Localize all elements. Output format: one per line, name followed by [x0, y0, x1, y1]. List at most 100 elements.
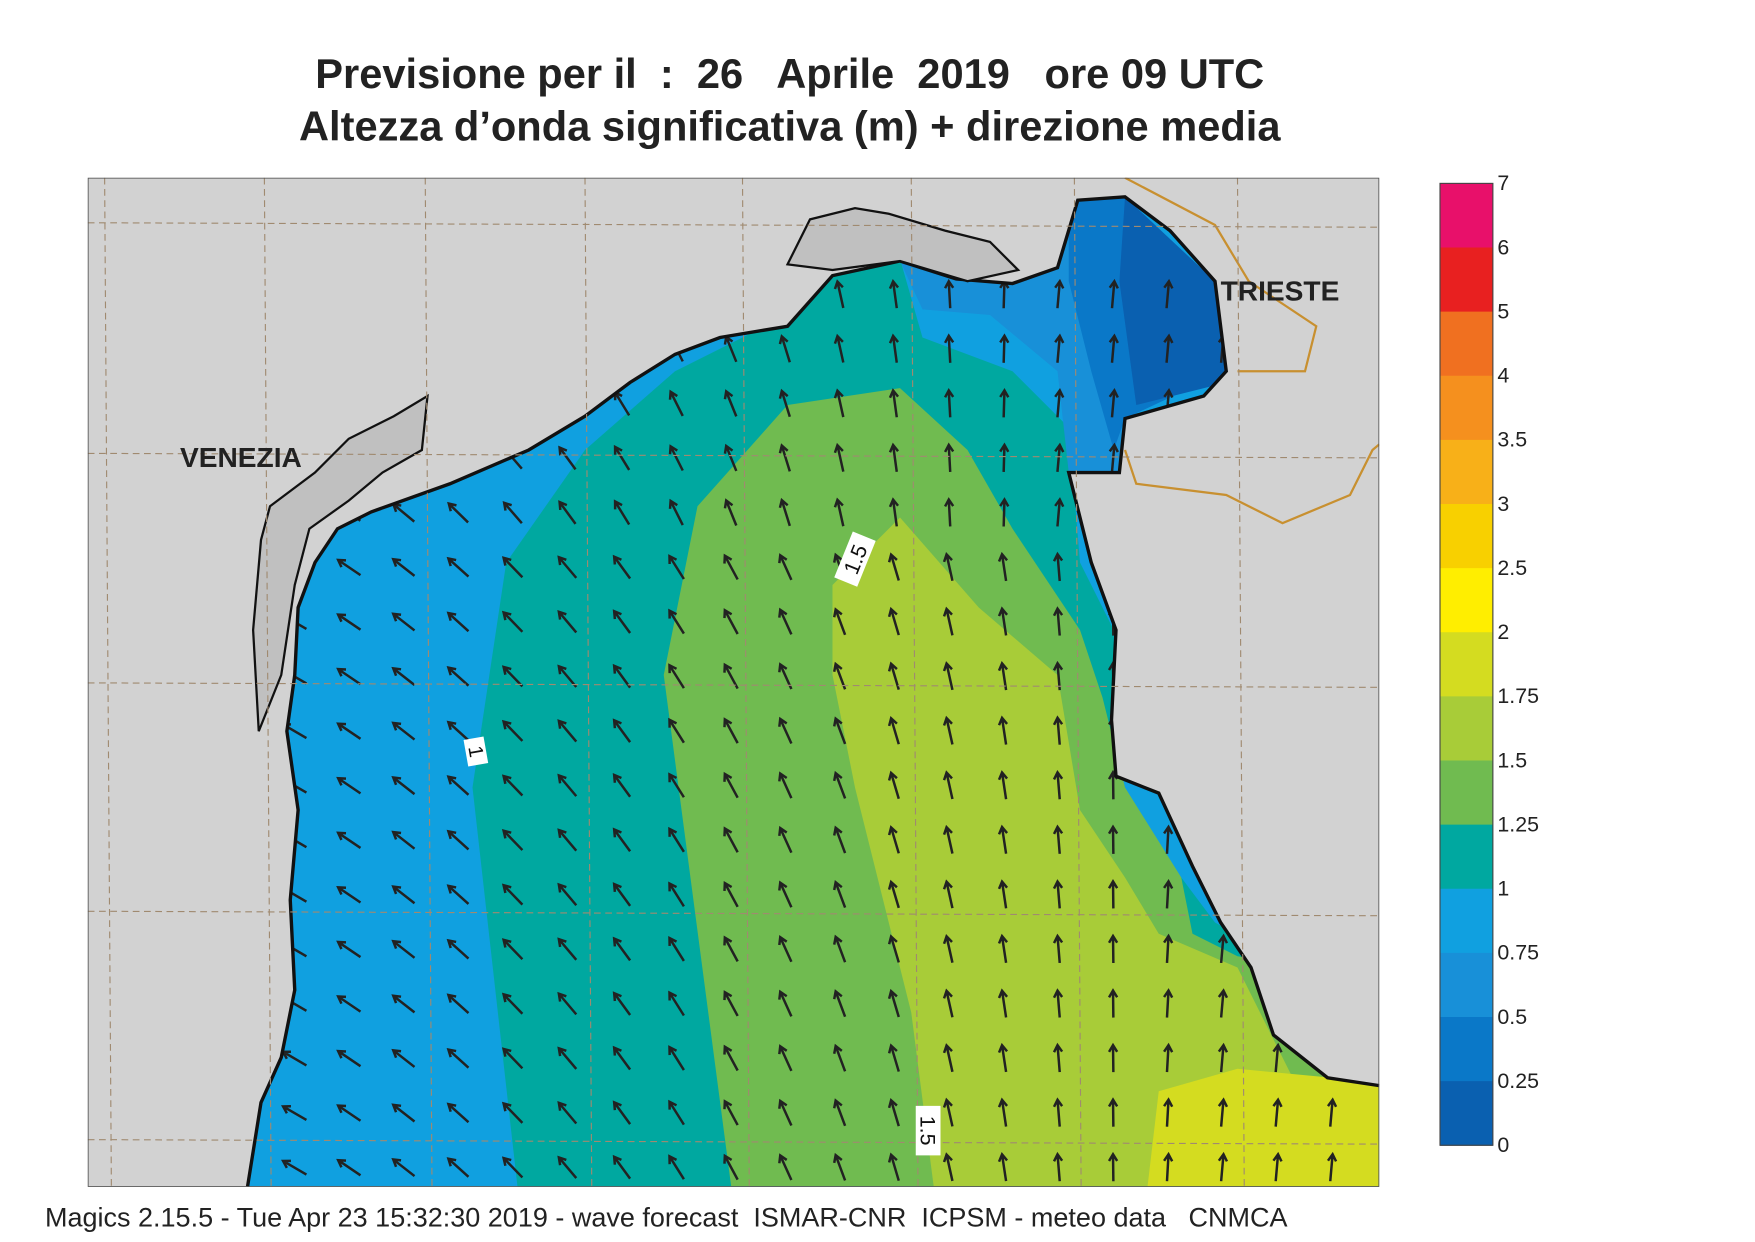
arrow — [1052, 1151, 1064, 1182]
arrow — [997, 770, 1009, 800]
arrow — [723, 553, 739, 581]
map: VENEZIA TRIESTE 1.5 1 1.5 — [87, 177, 1380, 1187]
arrow — [557, 1101, 578, 1125]
colorbar-swatch — [1440, 696, 1493, 762]
arrow — [668, 389, 684, 417]
arrow — [1108, 333, 1119, 363]
arrow — [997, 1097, 1009, 1127]
band — [832, 517, 1380, 1187]
arrow — [612, 609, 632, 634]
arrow — [557, 882, 578, 907]
arrow — [778, 1153, 793, 1181]
arrow — [1108, 278, 1119, 309]
arrow — [557, 719, 578, 743]
arrow — [832, 770, 847, 799]
arrow — [997, 715, 1009, 745]
arrow — [1163, 278, 1174, 309]
arrow — [888, 278, 900, 309]
arrow — [501, 1101, 524, 1124]
arrow — [336, 667, 362, 686]
arrow — [778, 716, 793, 745]
arrow — [1107, 1151, 1119, 1182]
arrow — [997, 1152, 1009, 1182]
arrow — [942, 606, 954, 636]
arrow — [832, 1152, 847, 1181]
arrow — [668, 608, 685, 635]
arrow — [1107, 1097, 1119, 1127]
arrow — [446, 1102, 470, 1124]
arrow — [942, 879, 954, 909]
arrow — [887, 934, 900, 963]
arrow — [723, 935, 739, 962]
arrow — [943, 278, 955, 309]
arrow — [778, 825, 793, 854]
arrow — [997, 933, 1009, 964]
arrow — [1163, 933, 1174, 964]
colorbar-swatch — [1440, 375, 1493, 441]
arrow — [336, 1104, 362, 1122]
arrow — [446, 556, 470, 578]
arrow — [446, 720, 470, 742]
arrow — [942, 1152, 954, 1182]
arrow — [613, 499, 631, 526]
arrow — [1326, 1097, 1338, 1127]
colorbar-label: 0.25 — [1497, 1069, 1539, 1093]
colorbar-swatch — [1440, 760, 1493, 826]
arrow — [446, 829, 470, 851]
lagoon — [785, 206, 1021, 283]
colorbar-label: 5 — [1497, 299, 1509, 323]
arrow — [1272, 1042, 1283, 1073]
arrow — [1052, 715, 1064, 745]
arrow — [887, 606, 900, 636]
arrow — [723, 389, 738, 417]
arrow — [391, 557, 416, 577]
arrow — [391, 939, 416, 959]
colorbar-swatch — [1440, 824, 1493, 890]
arrow — [336, 940, 362, 959]
colorbar-swatch — [1440, 952, 1493, 1018]
arrow — [887, 1097, 900, 1127]
title: Previsione per il : 26 Aprile 2019 ore 0… — [315, 50, 1264, 97]
contour-label-bg — [834, 531, 876, 587]
arrow — [888, 497, 900, 527]
arrow — [391, 612, 416, 632]
place-label: VENEZIA — [180, 442, 302, 473]
arrow — [446, 775, 470, 796]
arrow — [723, 608, 739, 635]
arrow — [887, 770, 900, 800]
arrow — [612, 936, 632, 962]
arrow — [391, 994, 416, 1014]
arrow — [668, 1099, 685, 1126]
arrow — [501, 992, 524, 1015]
arrow — [391, 1103, 416, 1123]
arrow — [446, 1047, 470, 1069]
arrow — [501, 665, 524, 688]
arrow — [942, 933, 954, 963]
arrow — [888, 442, 900, 472]
arrow — [942, 715, 954, 745]
arrow — [887, 552, 900, 581]
arrow — [557, 664, 578, 688]
arrow — [1052, 1097, 1064, 1127]
arrow — [723, 826, 739, 853]
arrow — [336, 886, 362, 904]
grid-line — [87, 682, 1380, 688]
border — [1123, 177, 1380, 525]
arrow — [446, 884, 470, 905]
arrow — [557, 1046, 578, 1070]
arrow — [832, 607, 847, 636]
arrow — [668, 881, 685, 908]
arrow — [1052, 769, 1064, 800]
arrow — [887, 879, 900, 909]
arrow — [281, 1159, 308, 1176]
arrow — [391, 1048, 416, 1068]
footer: Magics 2.15.5 - Tue Apr 23 15:32:30 2019… — [45, 1202, 1288, 1232]
arrow — [778, 443, 791, 472]
arrow — [1217, 933, 1229, 964]
arrow — [999, 387, 1010, 418]
arrow — [778, 989, 793, 1017]
arrow — [668, 1154, 685, 1180]
colorbar-swatch — [1440, 1081, 1493, 1146]
arrow — [1326, 1151, 1338, 1182]
colorbar-label: 0 — [1497, 1133, 1509, 1157]
